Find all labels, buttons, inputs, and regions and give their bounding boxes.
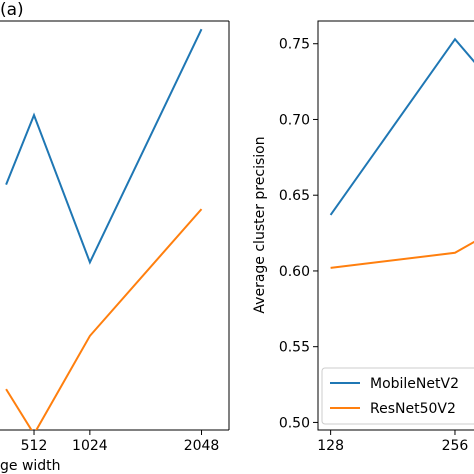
panel-a-x-axis-label: ge width — [0, 458, 61, 474]
panel-b-y-tick-label: 0.50 — [279, 415, 310, 431]
panel-a: (a) 512 1024 2048 ge width — [0, 0, 230, 474]
panel-a-x-tick-label: 1024 — [72, 438, 108, 454]
panel-b-y-tick-label: 0.75 — [279, 37, 310, 53]
panel-a-plot-area — [5, 28, 203, 430]
panel-a-x-tick-label: 2048 — [184, 438, 220, 454]
panel-b-y-tick-label: 0.65 — [279, 188, 310, 204]
panel-b-y-tick-label: 0.70 — [279, 112, 310, 128]
legend-label-resnet50v2: ResNet50V2 — [370, 401, 456, 417]
panel-a-label: (a) — [0, 0, 24, 20]
panel-b-y-tick-label: 0.55 — [279, 340, 310, 356]
panel-a-x-ticks: 512 1024 2048 — [21, 430, 220, 454]
panel-b-x-tick-label: 128 — [317, 438, 344, 454]
legend-label-mobilenetv2: MobileNetV2 — [370, 376, 459, 392]
panel-b-series-line-resnet50v2 — [330, 240, 474, 269]
panel-b-frame — [317, 20, 474, 431]
panel-b-plot-area — [329, 37, 474, 269]
panel-a-series-line-mobilenetv2 — [5, 28, 203, 265]
panel-b-x-tick-label: 256 — [442, 438, 469, 454]
panel-b-series-line-mobilenetv2 — [329, 37, 474, 216]
panel-b-y-tick-label: 0.60 — [279, 264, 310, 280]
panel-a-series-line-resnet50v2 — [5, 208, 203, 430]
legend: MobileNetV2 ResNet50V2 — [321, 367, 474, 425]
panel-a-x-tick-label: 512 — [21, 438, 48, 454]
panel-b: 0.50 0.55 0.60 0.65 0.70 0.75 128 256 Average c… — [252, 20, 474, 454]
panel-b-ticks: 0.50 0.55 0.60 0.65 0.70 0.75 128 256 — [279, 37, 469, 454]
panel-b-y-axis-label: Average cluster precision — [252, 136, 268, 313]
legend-box — [321, 367, 474, 425]
